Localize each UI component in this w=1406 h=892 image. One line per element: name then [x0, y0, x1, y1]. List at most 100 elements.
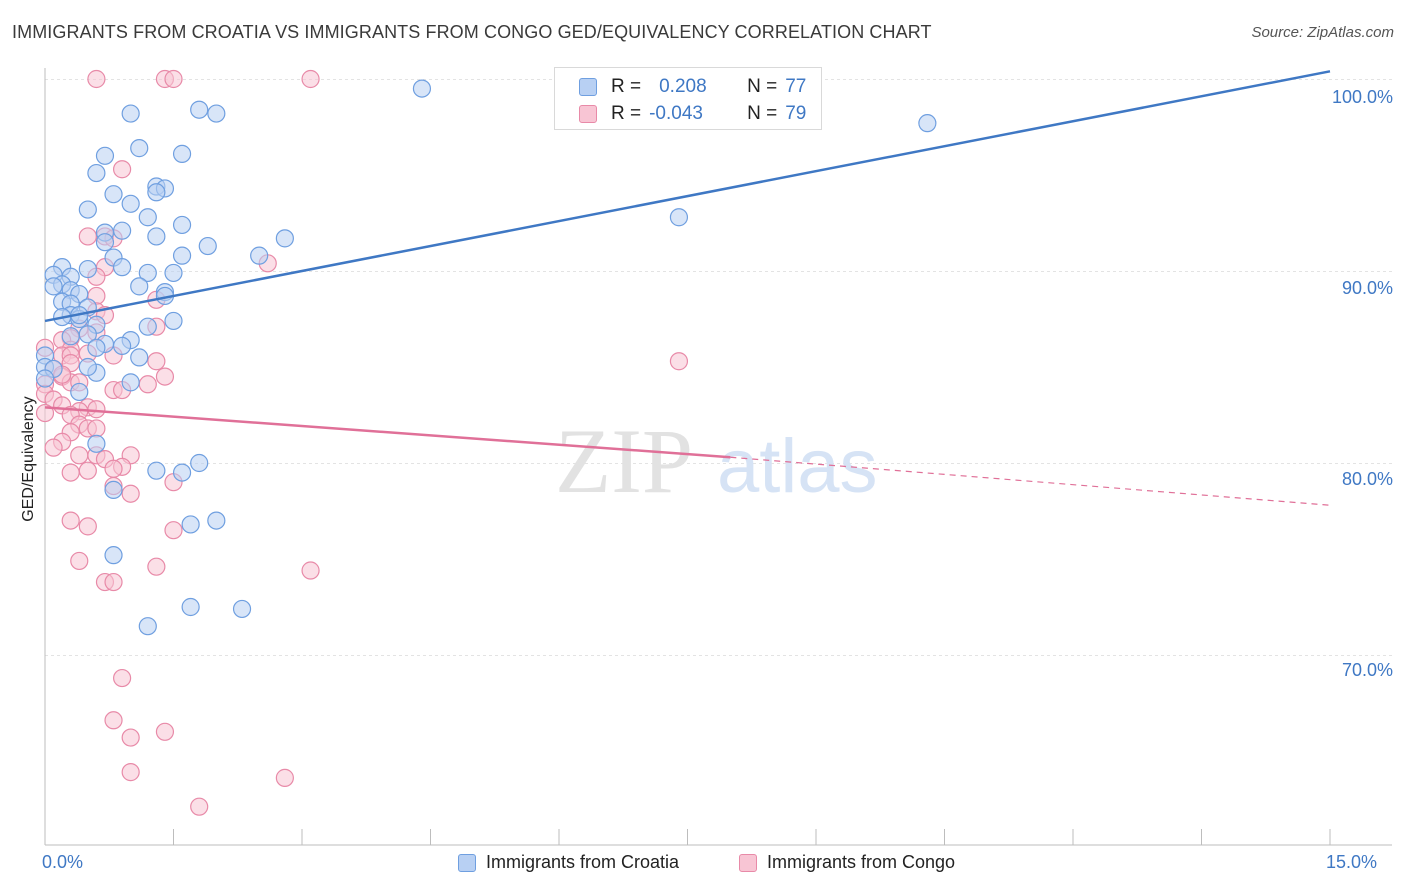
croatia-trend-line	[44, 70, 1331, 323]
croatia-point-65	[172, 463, 192, 482]
croatia-point-52	[87, 338, 106, 357]
croatia-point-76	[61, 327, 80, 346]
croatia-point-59	[35, 369, 55, 388]
y-tick-label-100: 100.0%	[1331, 87, 1393, 107]
congo-point-63	[61, 511, 80, 530]
congo-point-3	[301, 69, 320, 89]
croatia-point-22	[95, 233, 115, 252]
croatia-point-7	[95, 146, 115, 165]
legend-row-congo: R = -0.043 N = 79	[579, 103, 806, 125]
congo-point-4	[112, 160, 132, 179]
croatia-point-68	[181, 515, 200, 534]
source-label: Source: ZipAtlas.com	[1251, 24, 1394, 41]
croatia-point-13	[121, 194, 140, 213]
legend-row-croatia: R = 0.208 N = 77	[579, 76, 806, 98]
congo-point-31	[155, 367, 175, 386]
congo-point-52	[70, 446, 89, 465]
congo-point-0	[87, 69, 106, 89]
congo-point-57	[104, 459, 123, 478]
croatia-point-3	[207, 104, 226, 123]
croatia-point-63	[190, 453, 209, 473]
congo-point-66	[70, 551, 89, 571]
croatia-point-61	[70, 382, 89, 402]
croatia-point-17	[172, 215, 192, 235]
chart-title: IMMIGRANTS FROM CROATIA VS IMMIGRANTS FR…	[12, 22, 932, 42]
x-tick-label-max: 15.0%	[1326, 852, 1378, 872]
congo-trend-line	[44, 406, 731, 459]
croatia-point-2	[190, 100, 209, 119]
y-tick-label-70: 70.0%	[1341, 660, 1393, 680]
croatia-legend-swatch	[458, 853, 476, 872]
croatia-point-67	[207, 511, 226, 530]
croatia-point-27	[112, 258, 132, 277]
croatia-points	[35, 79, 937, 636]
croatia-point-37	[130, 277, 149, 296]
trend-lines	[44, 70, 1331, 506]
croatia-point-73	[78, 357, 97, 377]
croatia-point-23	[198, 236, 217, 256]
croatia-swatch	[579, 78, 597, 96]
congo-swatch	[579, 105, 597, 123]
croatia-point-6	[172, 144, 192, 163]
congo-trend-line-extension	[730, 456, 1331, 506]
croatia-legend-label: Immigrants from Croatia	[486, 852, 680, 872]
croatia-point-60	[121, 373, 140, 392]
croatia-n-value: 77	[785, 76, 807, 97]
croatia-point-55	[130, 348, 149, 367]
croatia-point-20	[147, 227, 166, 246]
congo-point-64	[78, 517, 97, 536]
croatia-point-0	[412, 79, 432, 98]
correlation-legend: R = 0.208 N = 77 R = -0.043 N = 79	[554, 67, 822, 130]
croatia-point-64	[147, 461, 166, 480]
congo-point-51	[44, 438, 63, 457]
croatia-point-66	[104, 480, 123, 499]
watermark: ZIP atlas	[555, 410, 878, 512]
croatia-point-21	[275, 229, 294, 248]
congo-point-42	[87, 400, 106, 419]
croatia-point-18	[112, 221, 132, 240]
congo-point-70	[104, 572, 123, 592]
croatia-point-14	[78, 200, 97, 219]
legend-item-congo[interactable]: Immigrants from Congo	[739, 852, 955, 873]
congo-n-value: 79	[785, 103, 807, 124]
croatia-n-label: N =	[747, 76, 778, 97]
croatia-point-70	[181, 597, 200, 617]
congo-point-68	[301, 561, 320, 580]
congo-point-58	[78, 461, 97, 480]
congo-legend-swatch	[739, 853, 757, 872]
watermark-zip: ZIP	[555, 410, 693, 512]
congo-point-75	[121, 763, 140, 782]
croatia-point-15	[138, 208, 157, 227]
congo-point-62	[121, 484, 140, 503]
croatia-point-8	[87, 163, 106, 183]
croatia-point-72	[138, 617, 157, 636]
congo-point-48	[87, 419, 106, 438]
croatia-point-5	[130, 139, 149, 158]
congo-point-74	[121, 728, 140, 747]
croatia-point-49	[138, 317, 157, 336]
croatia-point-12	[104, 185, 123, 204]
croatia-point-31	[164, 263, 183, 283]
croatia-point-16	[669, 208, 689, 227]
congo-point-76	[275, 768, 294, 787]
croatia-point-35	[44, 277, 63, 296]
croatia-point-30	[138, 263, 157, 283]
congo-point-65	[164, 521, 183, 540]
croatia-point-74	[112, 336, 132, 355]
croatia-point-25	[172, 246, 192, 265]
congo-point-73	[155, 722, 175, 741]
congo-point-5	[78, 227, 97, 246]
congo-point-35	[138, 375, 157, 394]
legend-item-croatia[interactable]: Immigrants from Croatia	[458, 852, 679, 873]
y-tick-label-90: 90.0%	[1341, 278, 1393, 298]
congo-point-26	[147, 352, 166, 371]
congo-r-label: R =	[611, 103, 642, 124]
x-tick-label-min: 0.0%	[42, 852, 84, 872]
croatia-point-71	[232, 599, 252, 619]
croatia-point-62	[87, 434, 106, 453]
croatia-point-11	[147, 183, 166, 202]
croatia-point-29	[78, 259, 97, 279]
croatia-point-69	[104, 546, 123, 565]
y-axis-title: GED/Equivalency	[20, 396, 37, 522]
